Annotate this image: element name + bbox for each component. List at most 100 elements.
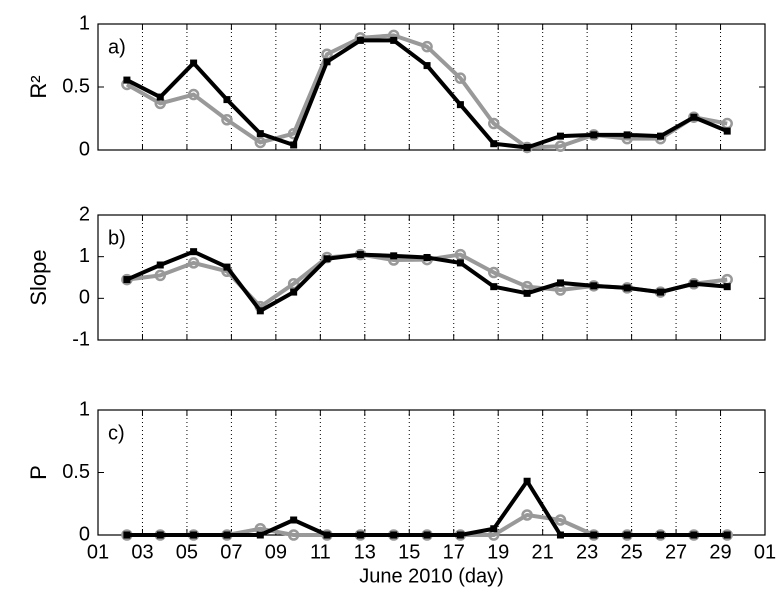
point <box>657 531 665 539</box>
axes-box <box>97 23 766 151</box>
x-tick-label: 17 <box>443 541 465 563</box>
point <box>356 251 364 259</box>
x-tick-label: 13 <box>354 541 376 563</box>
x-tick-label: 01 <box>87 541 109 563</box>
point <box>323 58 331 66</box>
point <box>423 62 431 70</box>
series-line <box>125 33 728 150</box>
y-tick-label: 0 <box>79 523 90 545</box>
y-tick-label: 1 <box>79 12 90 34</box>
point <box>523 143 531 151</box>
axes-box <box>97 214 766 341</box>
x-tick-label: 21 <box>532 541 554 563</box>
point <box>723 127 731 135</box>
point <box>690 531 698 539</box>
series-line <box>126 479 728 537</box>
point <box>590 282 598 290</box>
point <box>190 248 198 256</box>
x-tick-label: 15 <box>398 541 420 563</box>
panel-label: c) <box>108 422 125 444</box>
panel-label: b) <box>108 227 126 249</box>
point <box>187 257 200 269</box>
point <box>254 136 267 149</box>
point <box>156 93 164 101</box>
point <box>488 266 500 279</box>
y-axis-label: P <box>26 465 51 480</box>
point <box>490 283 498 291</box>
point <box>554 514 567 526</box>
x-tick-label: 29 <box>709 541 731 563</box>
point <box>256 307 264 315</box>
y-tick-label: 1 <box>79 245 90 267</box>
point <box>490 140 498 148</box>
point <box>223 96 231 104</box>
point <box>623 131 631 139</box>
point <box>556 132 564 140</box>
y-tick-label: 1 <box>79 398 90 420</box>
point <box>187 88 200 101</box>
x-tick-label: 23 <box>576 541 598 563</box>
point <box>490 525 498 533</box>
y-axis-label: Slope <box>26 249 51 305</box>
point <box>156 531 164 539</box>
point <box>623 531 631 539</box>
point <box>523 477 531 485</box>
x-tick-label: 01 <box>754 541 776 563</box>
y-axis-label: R² <box>26 75 51 98</box>
point <box>190 59 198 67</box>
point <box>690 113 698 121</box>
point <box>290 141 298 149</box>
y-tick-label: 0 <box>79 138 90 160</box>
point <box>290 516 298 524</box>
point <box>488 117 500 130</box>
point <box>421 40 433 53</box>
point <box>154 269 167 282</box>
point <box>456 259 464 267</box>
point <box>454 248 467 261</box>
point <box>723 283 731 291</box>
point <box>590 531 598 539</box>
panel-label: a) <box>108 36 126 58</box>
point <box>356 36 364 44</box>
point <box>590 131 598 139</box>
point <box>390 252 398 260</box>
point <box>287 529 300 541</box>
point <box>423 254 431 261</box>
point <box>390 36 398 44</box>
point <box>190 531 198 539</box>
point <box>423 531 431 539</box>
point <box>323 531 331 539</box>
point <box>256 531 264 539</box>
axes-box <box>97 409 766 536</box>
y-tick-label: 0.5 <box>62 461 90 483</box>
y-tick-label: 0.5 <box>62 75 90 97</box>
point <box>690 280 698 288</box>
point <box>521 509 533 521</box>
point <box>556 531 564 539</box>
y-tick-label: -1 <box>72 328 90 350</box>
point <box>221 114 233 126</box>
y-tick-label: 0 <box>79 287 90 309</box>
x-axis-label: June 2010 (day) <box>359 565 504 587</box>
point <box>123 276 131 284</box>
point <box>256 130 264 138</box>
y-tick-label: 2 <box>79 203 90 225</box>
point <box>657 132 665 140</box>
point <box>723 531 731 539</box>
point <box>623 284 631 292</box>
point <box>156 261 164 269</box>
point <box>456 531 464 539</box>
point <box>356 531 364 539</box>
series-line <box>125 38 728 150</box>
point <box>287 278 300 290</box>
point <box>290 288 298 296</box>
point <box>657 288 665 296</box>
x-tick-label: 11 <box>310 541 331 563</box>
point <box>456 101 464 109</box>
x-tick-label: 25 <box>620 541 642 563</box>
x-tick-label: 27 <box>665 541 687 563</box>
point <box>390 531 398 539</box>
x-tick-label: 07 <box>220 541 242 563</box>
